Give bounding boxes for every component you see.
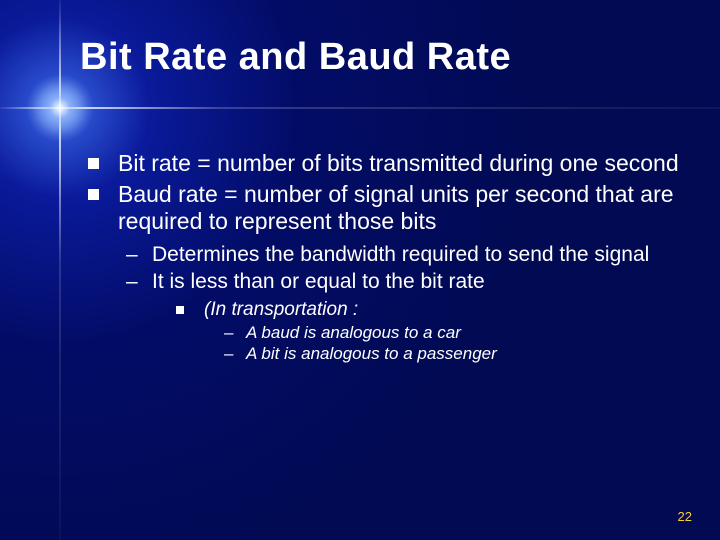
horizontal-highlight [0,107,720,109]
slide: Bit Rate and Baud Rate Bit rate = number… [0,0,720,540]
bullet-text: Bit rate = number of bits transmitted du… [118,150,679,176]
bullet-text: It is less than or equal to the bit rate [152,270,485,293]
bullet-text: Baud rate = number of signal units per s… [118,181,674,234]
list-item: A baud is analogous to a car [224,323,680,343]
list-item: Determines the bandwidth required to sen… [126,243,680,268]
bullet-text: A baud is analogous to a car [246,323,461,342]
bullet-text: A bit is analogous to a passenger [246,344,497,363]
bullet-text: (In transportation : [204,299,358,320]
bullet-list-level2: Determines the bandwidth required to sen… [118,243,680,364]
list-item: It is less than or equal to the bit rate… [126,270,680,364]
page-number: 22 [678,509,692,524]
slide-body: Bit rate = number of bits transmitted du… [88,150,680,368]
list-item: Baud rate = number of signal units per s… [88,181,680,364]
bullet-list-level1: Bit rate = number of bits transmitted du… [88,150,680,364]
bullet-list-level3: (In transportation : A baud is analogous… [152,299,680,365]
list-item: (In transportation : A baud is analogous… [176,299,680,365]
slide-title: Bit Rate and Baud Rate [80,36,690,79]
bullet-text: Determines the bandwidth required to sen… [152,243,649,266]
list-item: Bit rate = number of bits transmitted du… [88,150,680,177]
bullet-list-level4: A baud is analogous to a car A bit is an… [204,323,680,364]
list-item: A bit is analogous to a passenger [224,344,680,364]
